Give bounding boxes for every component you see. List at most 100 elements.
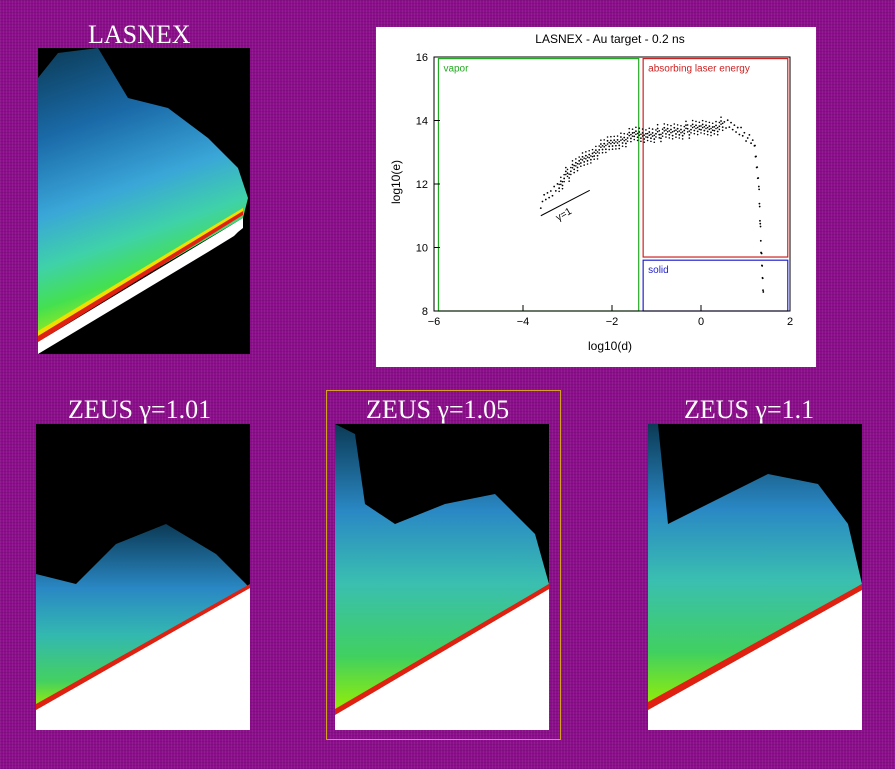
data-point: [626, 133, 629, 135]
data-point: [762, 291, 765, 293]
data-point: [716, 130, 719, 133]
data-point: [698, 125, 701, 127]
data-point: [613, 139, 616, 142]
data-point: [553, 185, 556, 188]
data-point: [571, 163, 574, 166]
data-point: [628, 131, 631, 134]
data-point: [759, 219, 761, 222]
data-point: [646, 139, 649, 142]
data-point: [690, 125, 692, 127]
data-point: [595, 145, 597, 148]
data-point: [616, 142, 619, 144]
phase-diagram-chart: LASNEX - Au target - 0.2 ns log10(d) log…: [389, 32, 793, 353]
data-point: [703, 129, 706, 132]
data-point: [733, 124, 736, 127]
data-point: [713, 126, 716, 128]
x-tick-label: −4: [517, 316, 530, 328]
x-tick-label: 0: [698, 316, 704, 328]
data-point: [595, 152, 597, 155]
data-point: [583, 161, 586, 163]
data-point: [554, 190, 557, 192]
data-point: [675, 133, 677, 135]
data-point: [645, 132, 647, 135]
data-point: [757, 177, 760, 179]
data-point: [563, 173, 565, 176]
data-point: [601, 151, 604, 154]
data-point: [762, 289, 764, 292]
phase-diagram-panel: LASNEX - Au target - 0.2 ns log10(d) log…: [376, 27, 816, 367]
data-point: [566, 172, 569, 175]
data-point: [593, 151, 595, 154]
data-point: [630, 133, 632, 136]
data-point: [615, 141, 617, 143]
y-tick-label: 10: [416, 243, 428, 255]
data-point: [655, 129, 657, 131]
data-point: [578, 156, 580, 158]
data-point: [651, 132, 654, 134]
lasnex-title: LASNEX: [88, 20, 191, 49]
data-point: [661, 132, 664, 134]
data-point: [551, 194, 554, 197]
data-point: [681, 131, 684, 133]
data-point: [571, 167, 574, 169]
data-point: [645, 129, 647, 131]
data-point: [583, 164, 585, 166]
data-point: [611, 141, 614, 144]
data-point: [673, 126, 676, 129]
data-point: [548, 196, 551, 199]
plot-frame: [433, 56, 791, 312]
zeus-101-title: ZEUS γ=1.01: [68, 395, 212, 424]
data-point: [685, 120, 687, 123]
data-point: [660, 137, 662, 140]
data-point: [586, 159, 589, 162]
data-point: [725, 127, 727, 129]
data-point: [651, 135, 654, 137]
data-point: [600, 146, 602, 148]
data-point: [598, 145, 601, 147]
data-point: [573, 168, 576, 171]
data-point: [613, 142, 616, 145]
data-point: [655, 132, 657, 135]
data-point: [758, 202, 761, 205]
data-point: [718, 121, 721, 124]
chart-title: LASNEX - Au target - 0.2 ns: [535, 32, 684, 46]
data-point: [618, 140, 621, 143]
data-point: [691, 119, 694, 122]
data-point: [603, 139, 606, 141]
data-point: [621, 138, 624, 140]
data-point: [718, 125, 721, 128]
data-point: [566, 175, 569, 178]
data-point: [663, 123, 666, 125]
data-point: [686, 131, 689, 133]
data-point: [655, 136, 657, 138]
data-point: [680, 128, 682, 131]
data-point: [626, 140, 629, 142]
data-point: [598, 152, 601, 154]
data-point: [648, 134, 651, 137]
data-point: [720, 123, 722, 125]
data-point: [668, 137, 671, 139]
data-point: [673, 130, 676, 132]
data-point: [691, 123, 694, 126]
data-point: [608, 148, 611, 151]
data-point: [598, 148, 601, 151]
data-point: [539, 207, 542, 210]
data-point: [611, 145, 614, 147]
data-point: [751, 139, 754, 142]
data-point: [601, 144, 604, 147]
data-point: [568, 180, 570, 182]
data-point: [645, 136, 647, 138]
data-point: [610, 142, 612, 145]
data-point: [556, 182, 559, 185]
data-point: [683, 125, 686, 128]
data-point: [561, 184, 564, 187]
data-point: [626, 137, 629, 139]
data-point: [688, 130, 691, 132]
data-point: [648, 127, 651, 130]
data-point: [651, 128, 654, 130]
data-point: [643, 138, 646, 140]
region-label: absorbing laser energy: [648, 64, 750, 75]
data-point: [743, 131, 746, 134]
data-point: [721, 129, 724, 132]
data-point: [660, 133, 662, 136]
